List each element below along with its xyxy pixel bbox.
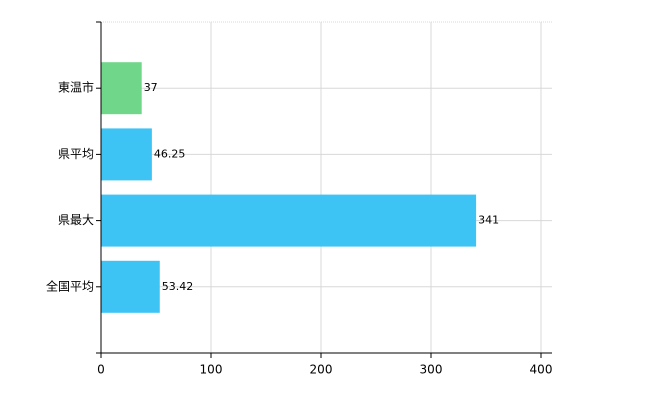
y-tick-label: 東温市 bbox=[58, 80, 94, 95]
bar bbox=[101, 194, 477, 247]
x-tick-label: 0 bbox=[97, 363, 105, 377]
bar bbox=[101, 260, 160, 313]
x-tick-label: 300 bbox=[420, 363, 443, 377]
value-label: 37 bbox=[144, 81, 158, 94]
x-tick-label: 100 bbox=[200, 363, 223, 377]
y-tick-label: 県最大 bbox=[58, 213, 94, 227]
y-tick-label: 全国平均 bbox=[46, 278, 94, 293]
x-tick-label: 400 bbox=[530, 363, 553, 377]
y-tick-label: 県平均 bbox=[58, 147, 94, 161]
value-label: 341 bbox=[478, 214, 499, 227]
bar bbox=[101, 128, 152, 181]
bar bbox=[101, 62, 142, 115]
x-tick-label: 200 bbox=[310, 363, 333, 377]
value-label: 53.42 bbox=[162, 280, 194, 293]
value-label: 46.25 bbox=[154, 147, 186, 160]
